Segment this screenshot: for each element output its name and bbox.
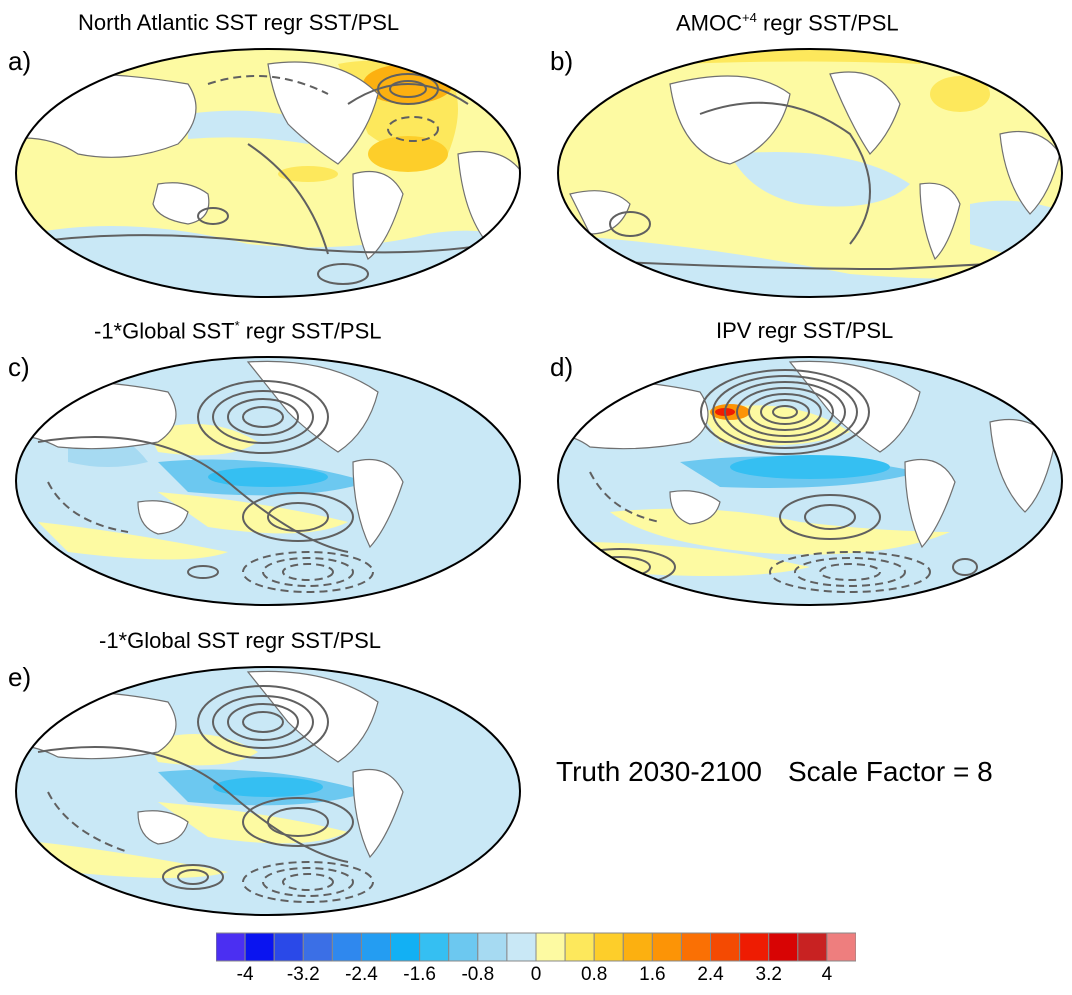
panel-c-letter: c) [8, 352, 30, 382]
colorbar-box [331, 932, 362, 962]
colorbar-box [216, 932, 246, 962]
colorbar-tick-label: -4 [236, 964, 254, 985]
colorbar-box [739, 932, 770, 962]
panel-b-title: AMOC+4 regr SST/PSL [676, 10, 899, 36]
map-panel-e [15, 666, 521, 916]
colorbar-box [419, 932, 450, 962]
colorbar-tick-label: -2.4 [345, 964, 378, 985]
panel-d-letter: d) [550, 352, 574, 382]
colorbar-box [244, 932, 275, 962]
panel-c-title: -1*Global SST* regr SST/PSL [94, 318, 382, 344]
colorbar-tick-label: 1.6 [639, 964, 666, 985]
colorbar-box [826, 932, 856, 962]
colorbar-box [768, 932, 799, 962]
colorbar-box [622, 932, 653, 962]
colorbar-box [797, 932, 828, 962]
colorbar-tick-label: -3.2 [286, 964, 320, 985]
map-panel-b [557, 48, 1063, 298]
colorbar-box [477, 932, 508, 962]
colorbar-box [390, 932, 421, 962]
colorbar-box [710, 932, 741, 962]
colorbar-box [302, 932, 333, 962]
colorbar-tick-label: 4 [821, 964, 833, 985]
colorbar-tick-label: 2.4 [697, 964, 724, 985]
panel-a-letter: a) [8, 46, 32, 76]
colorbar [216, 932, 856, 962]
panel-b-letter: b) [550, 46, 574, 76]
panel-e-title: -1*Global SST regr SST/PSL [99, 628, 382, 653]
colorbar-box [360, 932, 392, 962]
colorbar-tick-label: 0 [530, 964, 542, 985]
colorbar-box [448, 932, 479, 962]
period-note: Truth 2030-2100 Scale Factor = 8 [556, 756, 993, 788]
colorbar-box [593, 932, 624, 962]
colorbar-box [506, 932, 537, 962]
map-panel-c [15, 356, 521, 606]
colorbar-box [564, 932, 595, 962]
colorbar-tick-label: 0.8 [580, 964, 608, 985]
panel-a-title: North Atlantic SST regr SST/PSL [78, 10, 400, 35]
map-panel-d [557, 356, 1063, 606]
colorbar-tick-label: 3.2 [755, 964, 782, 985]
period-label: Truth 2030-2100 [556, 756, 762, 787]
colorbar-tick-label: -1.6 [403, 964, 436, 985]
panel-e-letter: e) [8, 662, 32, 692]
scale-factor-label: Scale Factor = 8 [788, 756, 993, 787]
map-panel-a [15, 48, 521, 298]
colorbar-box [651, 932, 682, 962]
colorbar-box [535, 932, 566, 962]
colorbar-tick-label: -0.8 [461, 964, 495, 985]
colorbar-box [273, 932, 304, 962]
colorbar-box [680, 932, 712, 962]
panel-d-title: IPV regr SST/PSL [716, 318, 894, 343]
